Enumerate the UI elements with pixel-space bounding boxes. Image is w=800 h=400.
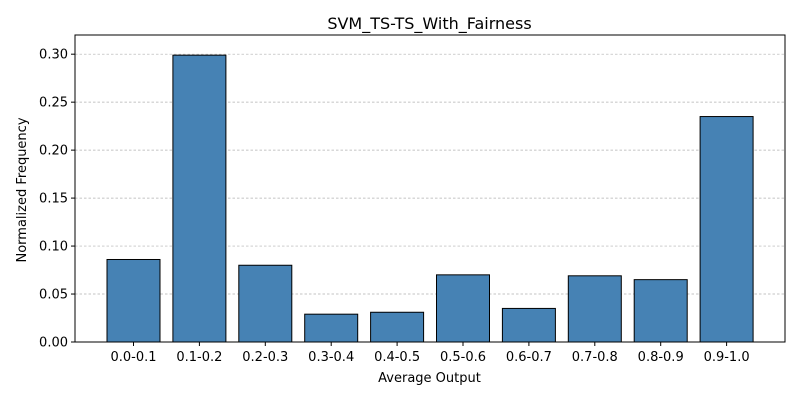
x-tick-label: 0.7-0.8 bbox=[572, 350, 618, 365]
y-tick-label: 0.20 bbox=[39, 144, 68, 159]
bar-0.9-1.0 bbox=[699, 116, 754, 343]
x-tick-label: 0.1-0.2 bbox=[176, 350, 222, 365]
y-axis-title: Normalized Frequency bbox=[15, 117, 30, 262]
x-tick-label: 0.9-1.0 bbox=[704, 350, 750, 365]
bar-0.2-0.3 bbox=[238, 264, 293, 343]
y-tick-label: 0.25 bbox=[39, 96, 68, 111]
x-tick-label: 0.4-0.5 bbox=[374, 350, 420, 365]
plot-frame bbox=[74, 34, 786, 343]
y-tick-label: 0.05 bbox=[39, 288, 68, 303]
x-tick-label: 0.6-0.7 bbox=[506, 350, 552, 365]
bar-0.6-0.7 bbox=[501, 307, 556, 343]
x-axis-title: Average Output bbox=[378, 371, 481, 386]
bar-0.7-0.8 bbox=[567, 275, 622, 343]
bar-0.8-0.9 bbox=[633, 279, 688, 343]
y-tick-label: 0.15 bbox=[39, 192, 68, 207]
y-tick-label: 0.30 bbox=[39, 48, 68, 63]
y-tick-label: 0.10 bbox=[39, 240, 68, 255]
x-tick-label: 0.8-0.9 bbox=[638, 350, 684, 365]
x-tick-label: 0.5-0.6 bbox=[440, 350, 486, 365]
x-tick-label: 0.2-0.3 bbox=[242, 350, 288, 365]
axes-layer bbox=[74, 34, 786, 343]
bar-0.1-0.2 bbox=[172, 54, 227, 343]
bars-layer bbox=[106, 54, 754, 343]
x-tick-label: 0.0-0.1 bbox=[110, 350, 156, 365]
y-tick-label: 0.00 bbox=[39, 336, 68, 351]
bar-0.5-0.6 bbox=[436, 274, 490, 343]
bar-0.0-0.1 bbox=[106, 258, 161, 343]
bar-0.3-0.4 bbox=[304, 313, 359, 343]
chart-title: SVM_TS-TS_With_Fairness bbox=[327, 14, 531, 34]
bar-0.4-0.5 bbox=[370, 311, 425, 343]
x-tick-label: 0.3-0.4 bbox=[308, 350, 354, 365]
ticks-layer: 0.00 0.05 0.10 0.15 0.20 0.25 0.30 0.0-0.1 0.1-0… bbox=[39, 48, 750, 365]
